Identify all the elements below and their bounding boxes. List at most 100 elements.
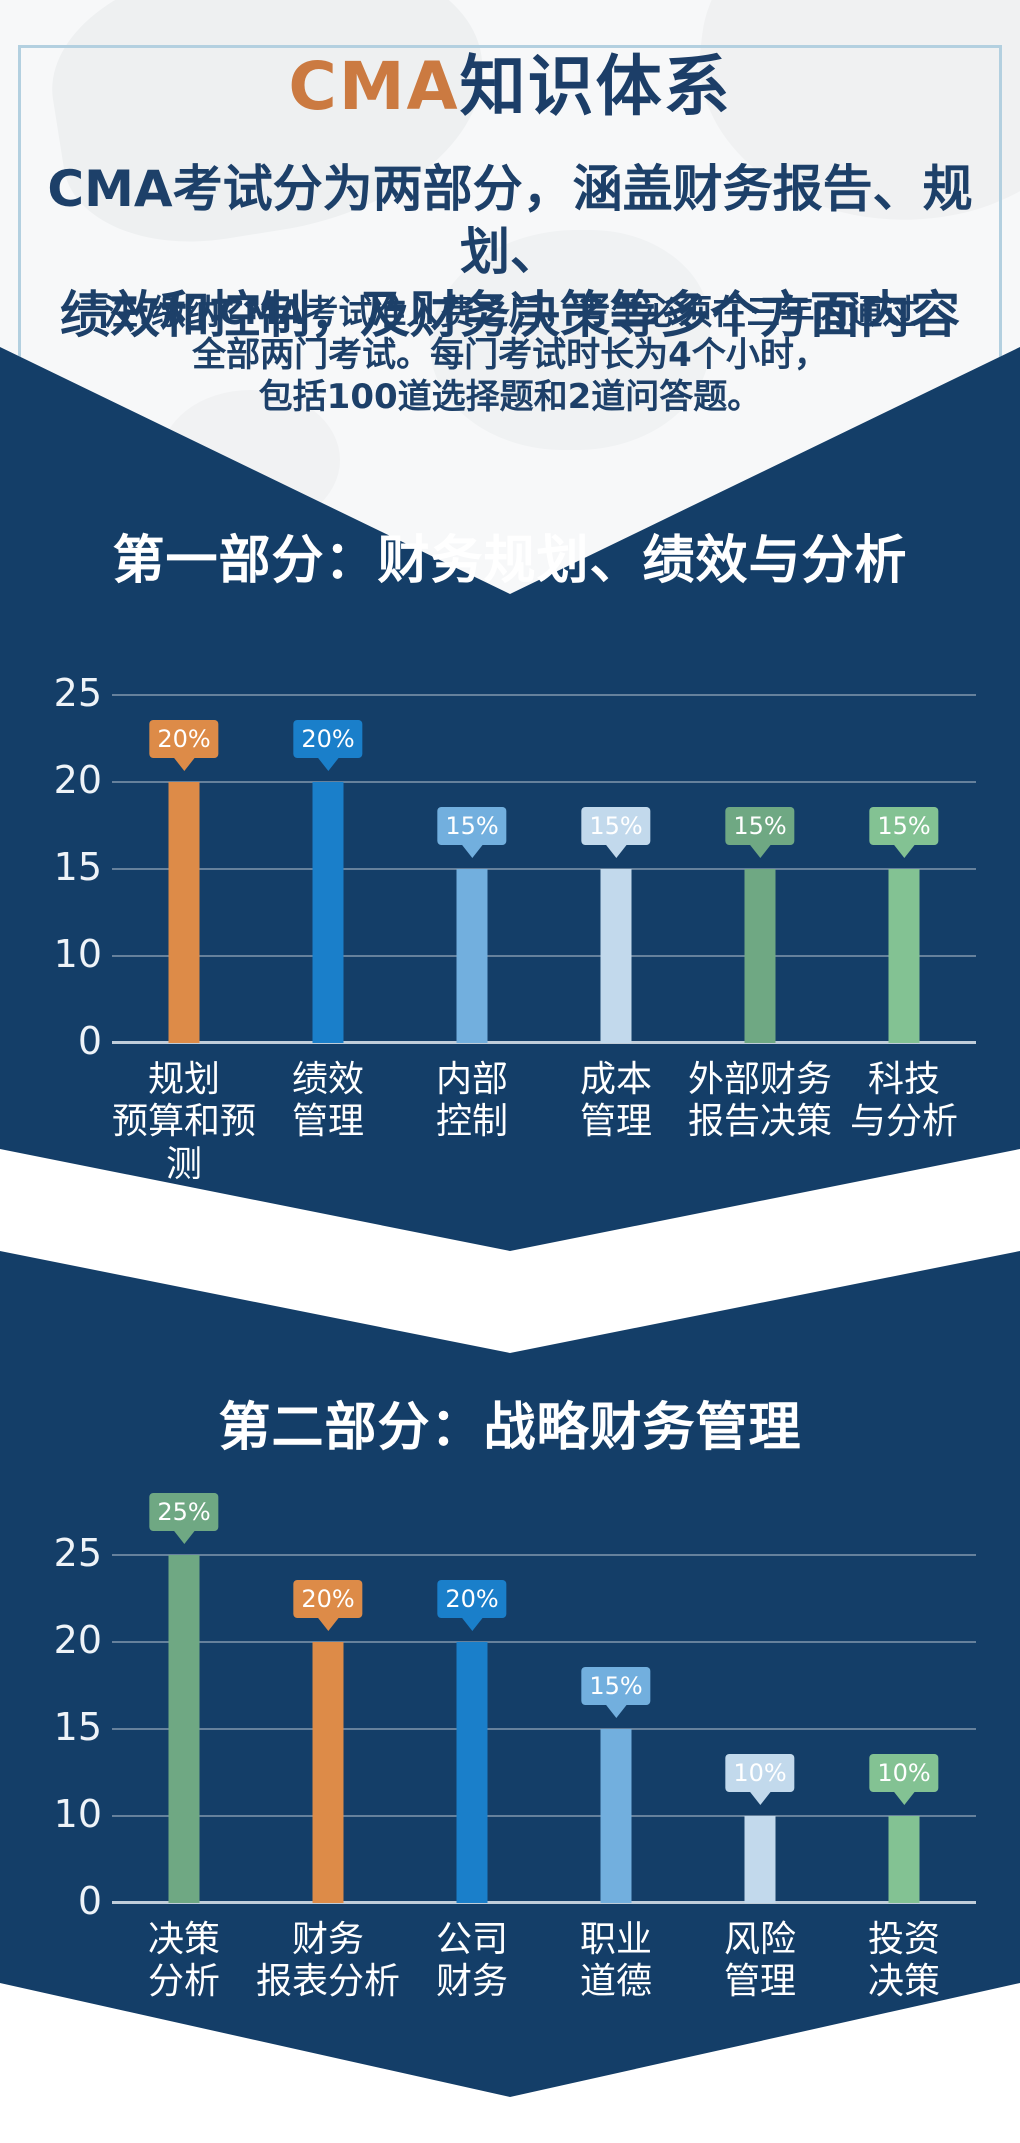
bubble-pointer (605, 844, 627, 858)
category-label: 职业 道德 (579, 1919, 652, 2003)
plot-area: 20% 20% 15% 15% 15% 15% (112, 694, 976, 1044)
bar-column: 20% (256, 1555, 400, 1903)
value-label: 20% (301, 1585, 355, 1613)
category-label: 决策 分析 (147, 1919, 220, 2003)
bar-column: 10% (688, 1555, 832, 1903)
category-label: 内部 控制 (435, 1059, 508, 1143)
category-label: 财务 报表分析 (256, 1919, 401, 2003)
value-label: 20% (445, 1585, 499, 1613)
bubble-pointer (173, 757, 195, 771)
bubble-pointer (749, 844, 771, 858)
part2-chart: 0 10 15 20 25 25% 20% 20% 15% 10% 10% 决策 分析 财务 报表分… (0, 1493, 1020, 2055)
gridline (112, 1728, 976, 1730)
gridline (112, 868, 976, 870)
value-bubble: 25% (149, 1493, 219, 1544)
category-label: 投资 决策 (867, 1919, 940, 2003)
bar (600, 869, 632, 1043)
y-axis-tick: 25 (53, 1531, 102, 1575)
value-label: 15% (589, 812, 643, 840)
page-title: CMA知识体系 (0, 46, 1020, 129)
note-line-2: 全部两门考试。每门考试时长为4个小时， (192, 335, 828, 376)
bubble-pointer (461, 1617, 483, 1631)
y-axis-tick: 20 (53, 758, 102, 802)
value-bubble: 15% (437, 807, 507, 858)
bar-column: 20% (400, 1555, 544, 1903)
value-label: 15% (589, 1672, 643, 1700)
value-bubble: 10% (725, 1754, 795, 1805)
part1-chart: 0 10 15 20 25 20% 20% 15% 15% 15% 15% 规划 预算和预测 绩效 … (0, 655, 1020, 1195)
page-subtitle: CMA考试分为两部分，涵盖财务报告、规划、 绩效和控制，及财务决策等多个方面内容 (0, 158, 1020, 347)
value-label: 15% (877, 812, 931, 840)
bar-column: 20% (256, 695, 400, 1043)
part2-title: 第二部分：战略财务管理 (218, 1398, 802, 1458)
bar-column: 25% (112, 1493, 256, 1903)
bar-columns: 20% 20% 15% 15% 15% 15% (112, 695, 976, 1043)
bubble-pointer (461, 844, 483, 858)
category-label: 公司 财务 (435, 1919, 508, 2003)
value-bubble: 20% (149, 720, 219, 771)
y-axis-tick: 10 (53, 1792, 102, 1836)
value-bubble: 20% (437, 1580, 507, 1631)
bubble-pointer (605, 1704, 627, 1718)
y-axis: 0 10 15 20 25 (28, 1534, 102, 1920)
card-border (18, 45, 1002, 594)
bar-column: 15% (544, 1555, 688, 1903)
bar (456, 869, 488, 1043)
category-label: 规划 预算和预测 (112, 1059, 257, 1185)
category-label: 外部财务 报告决策 (688, 1059, 833, 1143)
y-axis-tick: 0 (77, 1019, 102, 1063)
gridline (112, 1641, 976, 1643)
bar (888, 1816, 920, 1903)
y-axis-tick: 15 (53, 1705, 102, 1749)
bar (168, 782, 200, 1043)
bubble-pointer (893, 1791, 915, 1805)
bar-column: 15% (832, 695, 976, 1043)
value-bubble: 20% (293, 1580, 363, 1631)
y-axis-tick: 0 (77, 1879, 102, 1923)
category-label: 科技 与分析 (849, 1059, 958, 1143)
gridline (112, 1815, 976, 1817)
value-bubble: 15% (581, 807, 651, 858)
value-label: 10% (877, 1759, 931, 1787)
value-label: 20% (157, 725, 211, 753)
value-label: 15% (733, 812, 787, 840)
value-bubble: 20% (293, 720, 363, 771)
bar-column: 15% (544, 695, 688, 1043)
bar (744, 869, 776, 1043)
category-label: 成本 管理 (579, 1059, 652, 1143)
gridline (112, 694, 976, 696)
value-bubble: 10% (869, 1754, 939, 1805)
y-axis-tick: 25 (53, 671, 102, 715)
bar (168, 1555, 200, 1903)
bar-column: 15% (688, 695, 832, 1043)
note-line-3: 包括100道选择题和2道问答题。 (258, 377, 762, 418)
y-axis: 0 10 15 20 25 (28, 674, 102, 1060)
baseline (112, 1901, 976, 1904)
bubble-pointer (317, 757, 339, 771)
world-map-shape (430, 230, 710, 450)
value-bubble: 15% (725, 807, 795, 858)
bar (744, 1816, 776, 1903)
y-axis-tick: 20 (53, 1618, 102, 1662)
gridline (112, 781, 976, 783)
page-title-rest: 知识体系 (459, 48, 732, 125)
subtitle-line-2: 绩效和控制，及财务决策等多个方面内容 (60, 286, 960, 344)
exam-note: 注:缴纳CMA考试准入费之后，考生必须在三年内通过 全部两门考试。每门考试时长为… (0, 292, 1020, 418)
subtitle-line-1: CMA考试分为两部分，涵盖财务报告、规划、 (47, 160, 973, 281)
bar (312, 1642, 344, 1903)
bubble-pointer (173, 1530, 195, 1544)
value-bubble: 15% (869, 807, 939, 858)
note-line-1: 注:缴纳CMA考试准入费之后，考生必须在三年内通过 (103, 293, 917, 333)
x-axis-labels: 规划 预算和预测 绩效 管理 内部 控制 成本 管理 外部财务 报告决策 科技 与分析 (112, 1059, 976, 1186)
bubble-pointer (749, 1791, 771, 1805)
value-label: 20% (301, 725, 355, 753)
value-label: 15% (445, 812, 499, 840)
x-axis-labels: 决策 分析 财务 报表分析 公司 财务 职业 道德 风险 管理 投资 决策 (112, 1919, 976, 2004)
bar (312, 782, 344, 1043)
bar-column: 15% (400, 695, 544, 1043)
bar-column: 20% (112, 695, 256, 1043)
bar (888, 869, 920, 1043)
y-axis-tick: 10 (53, 932, 102, 976)
plot-area: 25% 20% 20% 15% 10% 10% (112, 1493, 976, 1904)
bar-column: 10% (832, 1555, 976, 1903)
